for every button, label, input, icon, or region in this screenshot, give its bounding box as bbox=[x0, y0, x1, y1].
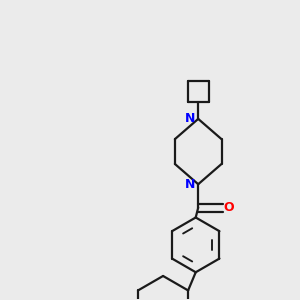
Text: N: N bbox=[185, 178, 196, 191]
Text: N: N bbox=[185, 112, 196, 125]
Text: O: O bbox=[223, 201, 234, 214]
